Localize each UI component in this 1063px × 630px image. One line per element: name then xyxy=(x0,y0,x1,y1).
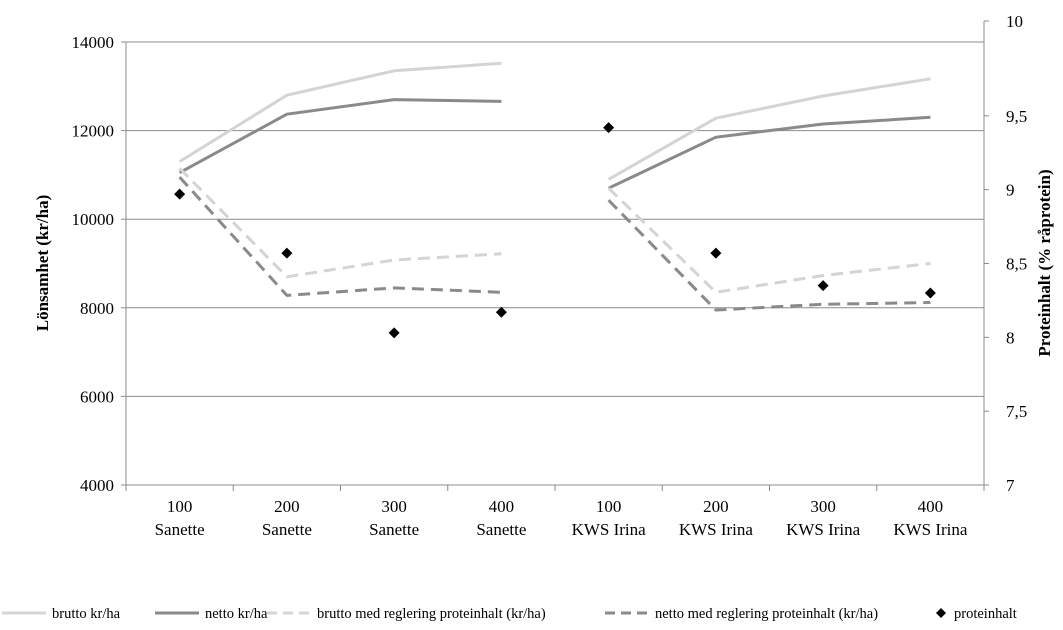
y-left-tick-label: 12000 xyxy=(72,122,115,141)
y-left-tick-label: 10000 xyxy=(72,210,115,229)
x-tick-label-rate: 400 xyxy=(918,497,944,516)
protein-marker xyxy=(817,280,829,292)
x-tick-label-variety: KWS Irina xyxy=(786,520,861,539)
x-tick-label-variety: Sanette xyxy=(155,520,205,539)
axes: 4000 6000 8000 10000 12000 14000 7 7,5 8 8,5 9 9,5 1… xyxy=(72,12,1028,539)
series-line-3-group-1 xyxy=(178,167,502,279)
y-right-tick-label: 9,5 xyxy=(1006,107,1027,126)
y-right-tick-label: 8,5 xyxy=(1006,255,1027,274)
y-right-tick-label: 9 xyxy=(1006,181,1015,200)
series-line-2-group-1 xyxy=(178,98,502,175)
x-tick-label-rate: 400 xyxy=(489,497,515,516)
series xyxy=(178,61,931,312)
y-left-tick-label: 4000 xyxy=(80,476,114,495)
x-tick-label-rate: 300 xyxy=(810,497,836,516)
series-line-3-group-2 xyxy=(607,187,931,294)
protein-markers xyxy=(174,122,936,339)
y-right-tick-label: 10 xyxy=(1006,12,1023,31)
series-line-4-group-2 xyxy=(607,199,931,312)
y-right-tick-label: 8 xyxy=(1006,328,1015,347)
legend-label-2: netto kr/ha xyxy=(205,606,268,622)
y-axis-right-title: Proteinhalt (% råprotein) xyxy=(1035,169,1054,356)
legend-label-4: netto med reglering proteinhalt (kr/ha) xyxy=(655,606,878,622)
y-right-tick-label: 7,5 xyxy=(1006,402,1027,421)
protein-marker xyxy=(495,306,507,318)
x-tick-label-variety: Sanette xyxy=(262,520,312,539)
legend-label-1: brutto kr/ha xyxy=(52,606,121,622)
legend-label-3: brutto med reglering proteinhalt (kr/ha) xyxy=(317,606,546,622)
y-left-tick-label: 14000 xyxy=(72,33,115,52)
x-tick-label-variety: KWS Irina xyxy=(572,520,647,539)
legend-swatch-5 xyxy=(936,608,946,618)
legend: brutto kr/ha netto kr/ha brutto med regler… xyxy=(2,606,1017,622)
series-line-1-group-1 xyxy=(178,61,502,163)
x-tick-label-variety: KWS Irina xyxy=(893,520,968,539)
protein-marker xyxy=(281,247,293,259)
x-tick-label-variety: KWS Irina xyxy=(679,520,754,539)
x-tick-label-rate: 100 xyxy=(167,497,193,516)
y-left-tick-label: 6000 xyxy=(80,387,114,406)
x-tick-label-rate: 300 xyxy=(381,497,407,516)
series-line-1-group-2 xyxy=(607,77,931,181)
series-line-2-group-2 xyxy=(607,115,931,190)
x-tick-label-variety: Sanette xyxy=(369,520,419,539)
x-tick-label-variety: Sanette xyxy=(476,520,526,539)
protein-marker xyxy=(174,188,186,200)
gridlines xyxy=(126,41,984,486)
protein-marker xyxy=(710,247,722,259)
protein-marker xyxy=(603,122,615,134)
y-right-tick-label: 7 xyxy=(1006,476,1015,495)
y-axis-left-title: Lönsamhet (kr/ha) xyxy=(33,195,52,331)
legend-label-5: proteinhalt xyxy=(954,606,1017,622)
x-tick-label-rate: 200 xyxy=(274,497,300,516)
x-tick-label-rate: 100 xyxy=(596,497,622,516)
axis-labels: Lönsamhet (kr/ha) Proteinhalt (% råprote… xyxy=(33,169,1054,356)
protein-marker xyxy=(924,287,936,299)
series-line-4-group-1 xyxy=(178,176,502,297)
x-tick-label-rate: 200 xyxy=(703,497,729,516)
protein-marker xyxy=(388,327,400,339)
y-left-tick-label: 8000 xyxy=(80,299,114,318)
